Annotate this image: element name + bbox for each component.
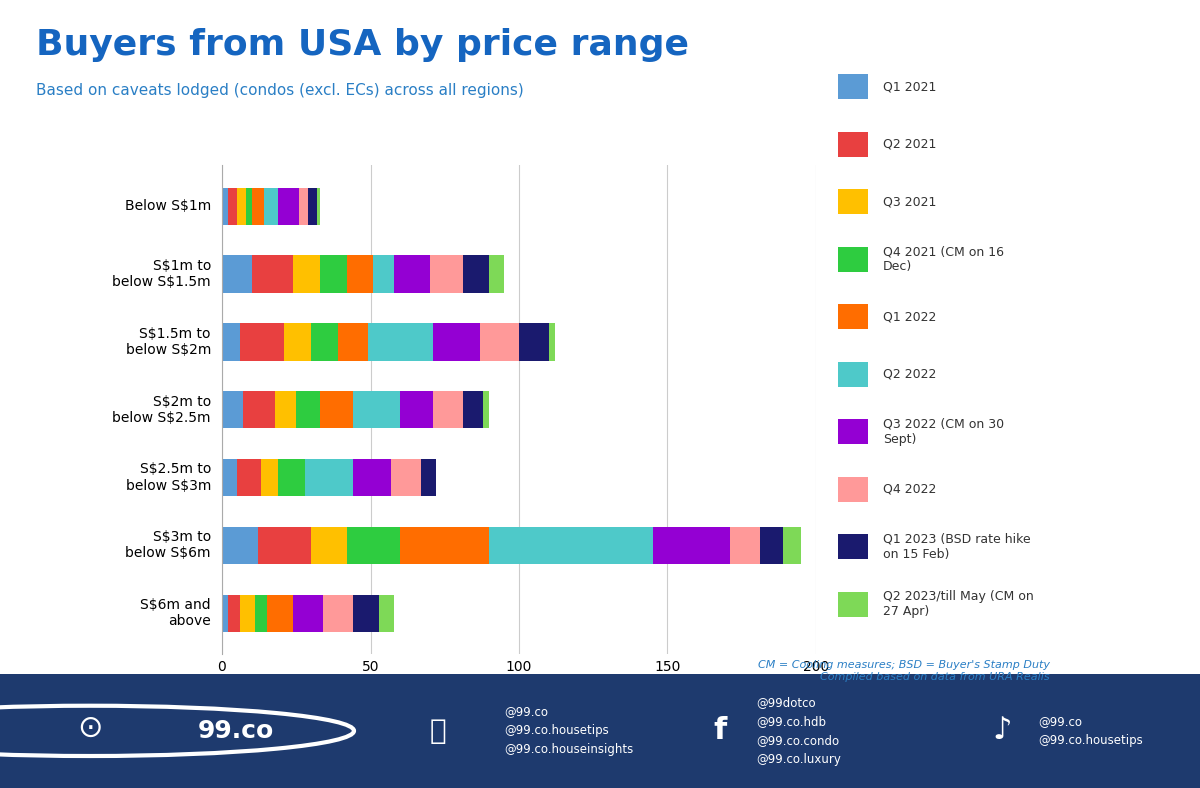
- Bar: [258, 526, 311, 564]
- Bar: [240, 594, 254, 632]
- Bar: [367, 323, 433, 361]
- Bar: [228, 188, 236, 225]
- Bar: [760, 526, 784, 564]
- Bar: [222, 391, 242, 429]
- Bar: [296, 391, 320, 429]
- Bar: [462, 255, 490, 293]
- Bar: [353, 594, 379, 632]
- Bar: [784, 526, 802, 564]
- Bar: [317, 188, 320, 225]
- Bar: [421, 459, 436, 496]
- Bar: [308, 188, 317, 225]
- Bar: [293, 255, 320, 293]
- Bar: [222, 594, 228, 632]
- Bar: [320, 391, 353, 429]
- Text: Q1 2021: Q1 2021: [883, 80, 936, 93]
- Bar: [236, 188, 246, 225]
- Bar: [222, 323, 240, 361]
- Bar: [433, 391, 462, 429]
- Bar: [347, 526, 400, 564]
- Text: Buyers from USA by price range: Buyers from USA by price range: [36, 28, 689, 61]
- Text: @99.co
@99.co.housetips
@99.co.houseinsights: @99.co @99.co.housetips @99.co.houseinsi…: [504, 705, 634, 756]
- Bar: [353, 459, 391, 496]
- Bar: [400, 391, 433, 429]
- Text: Based on caveats lodged (condos (excl. ECs) across all regions): Based on caveats lodged (condos (excl. E…: [36, 83, 523, 98]
- Bar: [548, 323, 554, 361]
- Bar: [299, 188, 308, 225]
- Text: ⊙: ⊙: [77, 714, 103, 743]
- Bar: [278, 188, 299, 225]
- Bar: [222, 255, 252, 293]
- Bar: [222, 459, 236, 496]
- Bar: [222, 526, 258, 564]
- Bar: [242, 391, 276, 429]
- Bar: [400, 526, 490, 564]
- Bar: [260, 459, 278, 496]
- Bar: [323, 594, 353, 632]
- Text: Q4 2021 (CM on 16
Dec): Q4 2021 (CM on 16 Dec): [883, 245, 1004, 273]
- Text: Q3 2022 (CM on 30
Sept): Q3 2022 (CM on 30 Sept): [883, 418, 1004, 446]
- Bar: [293, 594, 323, 632]
- Bar: [278, 459, 305, 496]
- Text: Q1 2023 (BSD rate hike
on 15 Feb): Q1 2023 (BSD rate hike on 15 Feb): [883, 533, 1031, 561]
- Bar: [252, 188, 264, 225]
- Text: @99dotco
@99.co.hdb
@99.co.condo
@99.co.luxury: @99dotco @99.co.hdb @99.co.condo @99.co.…: [756, 696, 841, 766]
- Bar: [373, 255, 395, 293]
- Text: Q2 2022: Q2 2022: [883, 368, 936, 381]
- Bar: [320, 255, 347, 293]
- Text: @99.co
@99.co.housetips: @99.co @99.co.housetips: [1038, 715, 1142, 747]
- Bar: [462, 391, 484, 429]
- Bar: [264, 188, 278, 225]
- Bar: [276, 391, 296, 429]
- Bar: [311, 526, 347, 564]
- Text: Q2 2021: Q2 2021: [883, 138, 936, 151]
- Text: Q1 2022: Q1 2022: [883, 310, 936, 323]
- Bar: [246, 188, 252, 225]
- Bar: [353, 391, 400, 429]
- Bar: [254, 594, 266, 632]
- Bar: [490, 526, 653, 564]
- Bar: [228, 594, 240, 632]
- Bar: [236, 459, 260, 496]
- Bar: [222, 188, 228, 225]
- Bar: [490, 255, 504, 293]
- Text: Q4 2022: Q4 2022: [883, 483, 936, 496]
- Bar: [653, 526, 730, 564]
- Bar: [305, 459, 353, 496]
- Text: Q2 2023/till May (CM on
27 Apr): Q2 2023/till May (CM on 27 Apr): [883, 590, 1034, 619]
- Bar: [430, 255, 462, 293]
- Text: CM = Cooling measures; BSD = Buyer's Stamp Duty
Compiled based on data from URA : CM = Cooling measures; BSD = Buyer's Sta…: [758, 660, 1050, 682]
- Bar: [284, 323, 311, 361]
- Bar: [520, 323, 548, 361]
- Text: f: f: [713, 716, 727, 745]
- Bar: [338, 323, 367, 361]
- Text: 99.co: 99.co: [198, 719, 275, 743]
- Text: Q3 2021: Q3 2021: [883, 195, 936, 208]
- Bar: [391, 459, 421, 496]
- Bar: [311, 323, 338, 361]
- Bar: [240, 323, 284, 361]
- Bar: [730, 526, 760, 564]
- Bar: [379, 594, 395, 632]
- Text: ⬜: ⬜: [430, 717, 446, 745]
- Text: ♪: ♪: [992, 716, 1012, 745]
- Bar: [484, 391, 490, 429]
- Bar: [480, 323, 518, 361]
- Bar: [266, 594, 293, 632]
- Bar: [347, 255, 373, 293]
- Bar: [433, 323, 480, 361]
- Bar: [252, 255, 293, 293]
- Bar: [395, 255, 430, 293]
